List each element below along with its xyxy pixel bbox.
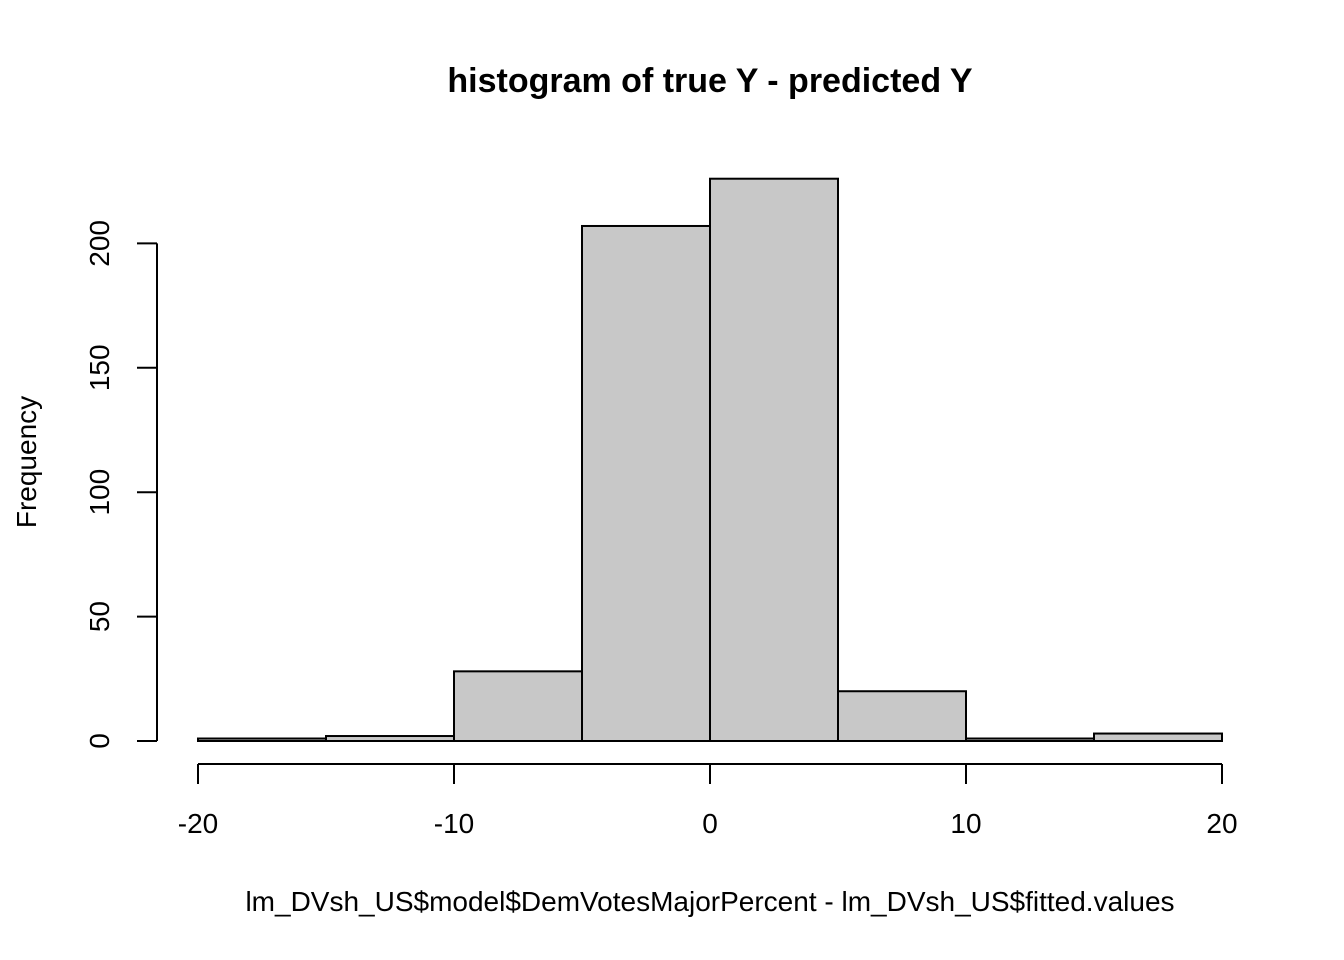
- y-tick-label: 100: [84, 469, 115, 516]
- y-tick-label: 50: [84, 601, 115, 632]
- x-tick-label: 10: [950, 808, 981, 839]
- y-tick-label: 200: [84, 220, 115, 267]
- y-axis-label: Frequency: [11, 396, 42, 528]
- x-tick-label: 20: [1206, 808, 1237, 839]
- histogram-bar-7: [965, 737, 1095, 743]
- histogram-bar-8: [1093, 732, 1223, 743]
- x-axis-label: lm_DVsh_US$model$DemVotesMajorPercent - …: [245, 886, 1174, 917]
- bars-group: [197, 177, 1223, 743]
- histogram-bar-3: [453, 670, 583, 742]
- x-tick-label: 0: [702, 808, 718, 839]
- y-axis: 0 50 100 150 200: [84, 220, 158, 749]
- chart-title: histogram of true Y - predicted Y: [447, 62, 973, 100]
- x-axis: -20 -10 0 10 20: [178, 763, 1238, 839]
- histogram-bar-5: [709, 177, 839, 743]
- histogram-bar-4: [581, 224, 711, 742]
- x-tick-label: -10: [434, 808, 474, 839]
- histogram-bar-2: [325, 735, 455, 742]
- x-tick-label: -20: [178, 808, 218, 839]
- histogram-bar-6: [837, 690, 967, 742]
- y-tick-label: 0: [84, 733, 115, 749]
- y-tick-label: 150: [84, 344, 115, 391]
- histogram-bar-1: [197, 737, 327, 743]
